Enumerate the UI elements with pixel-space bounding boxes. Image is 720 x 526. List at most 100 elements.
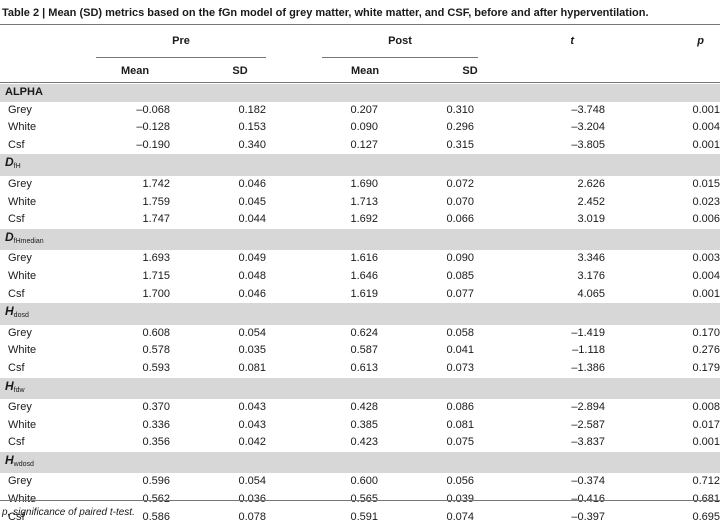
cell-post-sd: 0.090 [446,252,474,265]
cell-pre-sd: 0.048 [238,269,266,282]
cell-post-mean: 0.591 [350,510,378,523]
cell-t: 3.346 [577,252,605,265]
cell-post-sd: 0.077 [446,287,474,300]
cell-pre-sd: 0.044 [238,213,266,226]
cell-pre-mean: 0.596 [142,475,170,488]
cell-pre-mean: 0.356 [142,436,170,449]
header-pre-mean: Mean [120,65,150,77]
table-row: Csf 0.593 0.081 0.613 0.073 –1.386 0.179 [0,360,720,378]
cell-t: –3.204 [571,121,605,134]
cell-p: 0.008 [692,401,720,414]
metric-symbol: H [5,452,14,467]
cell-post-sd: 0.310 [446,103,474,116]
section-metric-label: Hdosd [0,303,720,325]
table-row: White 0.578 0.035 0.587 0.041 –1.118 0.276 [0,342,720,360]
cell-post-mean: 0.127 [350,138,378,151]
cell-post-mean: 1.713 [350,195,378,208]
cell-pre-mean: 1.759 [142,195,170,208]
cell-post-mean: 0.428 [350,401,378,414]
tissue-label: Grey [8,177,32,190]
table-row: Grey 0.608 0.054 0.624 0.058 –1.419 0.170 [0,325,720,343]
metric-symbol: H [5,378,14,393]
post-underline [322,57,478,58]
cell-p: 0.712 [692,475,720,488]
cell-post-sd: 0.086 [446,401,474,414]
cell-pre-sd: 0.035 [238,344,266,357]
cell-post-sd: 0.039 [378,491,474,509]
cell-pre-sd: 0.182 [238,103,266,116]
tissue-label: White [8,418,37,431]
cell-t: –1.419 [571,326,605,339]
header-post-sd: SD [462,65,478,77]
tissue-label: White [8,269,37,282]
cell-p: 0.170 [692,326,720,339]
table-row: Grey 0.370 0.043 0.428 0.086 –2.894 0.008 [0,399,720,417]
cell-p: 0.681 [605,491,720,509]
cell-post-mean: 0.090 [350,121,378,134]
cell-post-mean: 0.613 [350,361,378,374]
cell-pre-sd: 0.036 [170,491,266,509]
bottom-rule [0,500,720,501]
cell-post-sd: 0.072 [446,177,474,190]
section-header-row: Hfdw [0,377,720,400]
table-row: Grey 1.742 0.046 1.690 0.072 2.626 0.015 [0,176,720,194]
cell-post-sd: 0.058 [446,326,474,339]
cell-pre-sd: 0.153 [238,121,266,134]
table-row: Grey –0.068 0.182 0.207 0.310 –3.748 0.001 [0,102,720,120]
cell-p: 0.001 [692,287,720,300]
cell-p: 0.023 [692,195,720,208]
cell-t: –3.837 [571,436,605,449]
cell-post-mean: 1.690 [350,177,378,190]
cell-t: –2.894 [571,401,605,414]
cell-pre-sd: 0.054 [238,326,266,339]
cell-post-sd: 0.081 [446,418,474,431]
cell-post-mean: 1.616 [350,252,378,265]
cell-p: 0.001 [692,103,720,116]
table-row: Csf 0.356 0.042 0.423 0.075 –3.837 0.001 [0,434,720,452]
cell-t: –0.374 [571,475,605,488]
pre-underline [96,57,266,58]
tissue-label: White [8,344,37,357]
top-rule [0,24,720,25]
cell-pre-sd: 0.043 [238,401,266,414]
cell-p: 0.004 [692,269,720,282]
table-row: Csf 1.700 0.046 1.619 0.077 4.065 0.001 [0,286,720,304]
cell-post-mean: 0.600 [350,475,378,488]
cell-p: 0.015 [692,177,720,190]
tissue-label: Grey [8,475,32,488]
table-row: Grey 1.693 0.049 1.616 0.090 3.346 0.003 [0,250,720,268]
tissue-label: White [8,121,37,134]
cell-pre-mean: 1.715 [142,269,170,282]
cell-post-mean: 1.646 [350,269,378,282]
metric-symbol: H [5,304,14,319]
section-header-row: ALPHA [0,84,720,102]
table-footnote: p, significance of paired t-test. [2,507,135,518]
cell-p: 0.276 [692,344,720,357]
cell-pre-sd: 0.340 [238,138,266,151]
cell-post-sd: 0.296 [446,121,474,134]
cell-pre-mean: 0.593 [142,361,170,374]
cell-pre-sd: 0.043 [238,418,266,431]
cell-pre-mean: 1.693 [142,252,170,265]
cell-pre-mean: 0.562 [96,491,170,509]
tissue-label: White [8,195,37,208]
tissue-label: Grey [8,401,32,414]
section-metric-label: ALPHA [0,84,720,102]
metric-subscript: wdosd [13,460,34,468]
section-metric-label: Hfdw [0,377,720,400]
cell-pre-mean: –0.068 [136,103,170,116]
cell-p: 0.004 [692,121,720,134]
cell-pre-sd: 0.046 [238,177,266,190]
metric-symbol: ALPHA [5,86,43,98]
cell-pre-sd: 0.046 [238,287,266,300]
cell-pre-mean: 0.578 [142,344,170,357]
table-row: White 1.759 0.045 1.713 0.070 2.452 0.023 [0,194,720,212]
cell-t: 2.626 [577,177,605,190]
cell-p: 0.017 [692,418,720,431]
cell-p: 0.006 [692,213,720,226]
metric-subscript: fHmedian [13,237,44,245]
cell-t: –0.397 [571,510,605,523]
tissue-label: White [0,491,96,509]
tissue-label: Csf [8,213,25,226]
cell-post-mean: 1.619 [350,287,378,300]
